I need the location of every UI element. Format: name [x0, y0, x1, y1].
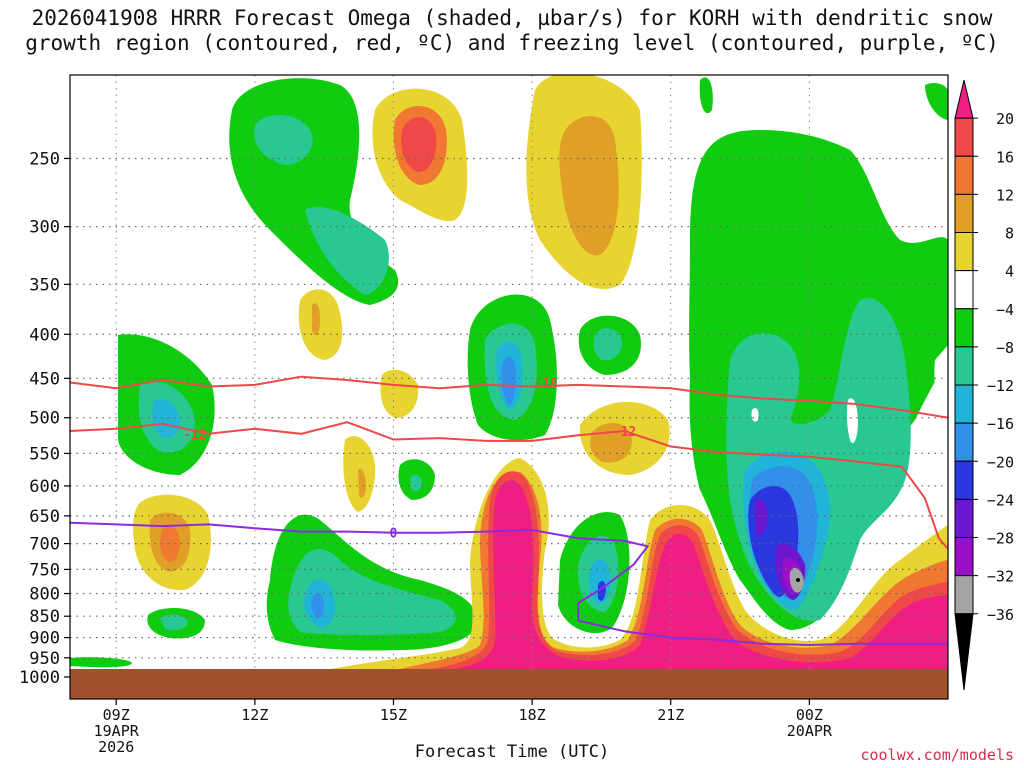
colorbar-label: −20	[987, 453, 1014, 471]
dendritic-bottom-contour	[70, 421, 948, 550]
x-tick-label: 00Z	[796, 706, 823, 724]
omega-region	[796, 578, 800, 582]
colorbar-swatch	[954, 498, 974, 538]
chart-title-line1: 2026041908 HRRR Forecast Omega (shaded, …	[31, 6, 993, 30]
y-tick-label: 650	[29, 507, 60, 527]
y-tick-label: 750	[29, 560, 60, 580]
y-tick-label: 400	[29, 325, 60, 345]
x-tick-year: 2026	[98, 738, 134, 756]
contour-label: 0	[390, 527, 398, 542]
y-tick-label: 300	[29, 218, 60, 238]
colorbar-top-arrow	[954, 79, 974, 119]
colorbar-label: −28	[987, 530, 1014, 548]
omega-region	[925, 82, 948, 120]
colorbar-swatch	[954, 460, 974, 500]
x-axis-label: Forecast Time (UTC)	[414, 742, 610, 762]
y-tick-label: 1000	[19, 668, 60, 688]
omega-region	[312, 303, 320, 336]
dendritic-top-contour	[70, 375, 948, 419]
omega-region	[559, 116, 619, 256]
y-tick-label: 900	[29, 629, 60, 649]
y-tick-label: 850	[29, 607, 60, 627]
omega-region	[311, 593, 324, 619]
y-tick-label: 550	[29, 444, 60, 464]
omega-region	[934, 345, 948, 430]
colorbar-label: −36	[987, 606, 1014, 624]
omega-region	[846, 398, 858, 444]
colorbar-swatch	[954, 308, 974, 348]
colorbar-label: −8	[996, 339, 1014, 357]
contours: -18 -12 -12 0	[70, 375, 948, 647]
omega-region	[501, 356, 516, 406]
colorbar-swatch	[954, 575, 974, 615]
colorbar-swatch	[954, 193, 974, 233]
colorbar-bottom-arrow	[954, 613, 974, 691]
contour-label: -12	[613, 425, 636, 440]
omega-region	[160, 614, 188, 631]
x-tick-label: 18Z	[519, 706, 546, 724]
omega-region	[254, 114, 389, 295]
x-tick-label: 12Z	[241, 706, 268, 724]
y-tick-label: 500	[29, 409, 60, 429]
omega-region	[593, 328, 622, 361]
colorbar-label: 16	[996, 148, 1014, 166]
y-tick-label: 800	[29, 585, 60, 605]
colorbar-swatch	[954, 232, 974, 272]
colorbar-label: −4	[996, 301, 1014, 319]
x-tick-label: 09Z	[103, 706, 130, 724]
x-tick-label: 15Z	[380, 706, 407, 724]
colorbar-swatch	[954, 155, 974, 195]
omega-region	[400, 117, 437, 172]
y-tick-label: 950	[29, 649, 60, 669]
contour-label: -12	[183, 428, 206, 443]
omega-shading	[70, 75, 948, 669]
colorbar-swatch	[954, 537, 974, 577]
omega-region	[380, 369, 419, 418]
ground-surface	[70, 669, 948, 699]
colorbar-swatch	[954, 270, 974, 310]
colorbar-swatch	[954, 346, 974, 386]
y-tick-label: 700	[29, 535, 60, 555]
y-tick-label: 350	[29, 275, 60, 295]
x-tick-date: 19APR	[94, 722, 140, 740]
colorbar-label: −16	[987, 415, 1014, 433]
colorbar-label: 12	[996, 186, 1014, 204]
y-tick-label: 250	[29, 149, 60, 169]
x-tick-label: 21Z	[657, 706, 684, 724]
colorbar-label: −12	[987, 377, 1014, 395]
freezing-level-contour	[70, 521, 948, 647]
omega-region	[70, 657, 132, 668]
colorbar-label: 4	[1005, 263, 1014, 281]
colorbar-swatch	[954, 117, 974, 157]
colorbar-swatch	[954, 384, 974, 424]
colorbar-swatch	[954, 422, 974, 462]
y-tick-label: 600	[29, 477, 60, 497]
omega-region	[455, 480, 948, 669]
omega-region	[410, 474, 422, 492]
chart-title-line2: growth region (contoured, red, ºC) and f…	[25, 31, 999, 55]
omega-region	[298, 289, 343, 360]
colorbar-label: 8	[1005, 225, 1014, 243]
colorbar-label: −32	[987, 568, 1014, 586]
omega-region	[152, 398, 180, 438]
omega-region	[160, 525, 180, 563]
y-tick-label: 450	[29, 369, 60, 389]
grid	[70, 75, 948, 669]
omega-region	[358, 468, 366, 498]
credit-text: coolwx.com/models	[860, 746, 1014, 764]
plot-frame	[69, 74, 949, 700]
colorbar-label: 20	[996, 110, 1014, 128]
contour-label: -18	[534, 376, 558, 391]
x-tick-date: 20APR	[787, 722, 833, 740]
colorbar-label: −24	[987, 491, 1014, 509]
colorbar: 20 16 12 8 4 −4 −8 −12 −16 −20 −24 −28 −32 −36	[954, 79, 1014, 691]
y-axis: 2503003504004505005506006507007508008509…	[19, 149, 70, 688]
